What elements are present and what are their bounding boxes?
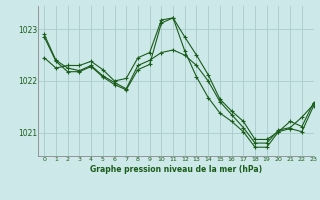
X-axis label: Graphe pression niveau de la mer (hPa): Graphe pression niveau de la mer (hPa): [90, 165, 262, 174]
